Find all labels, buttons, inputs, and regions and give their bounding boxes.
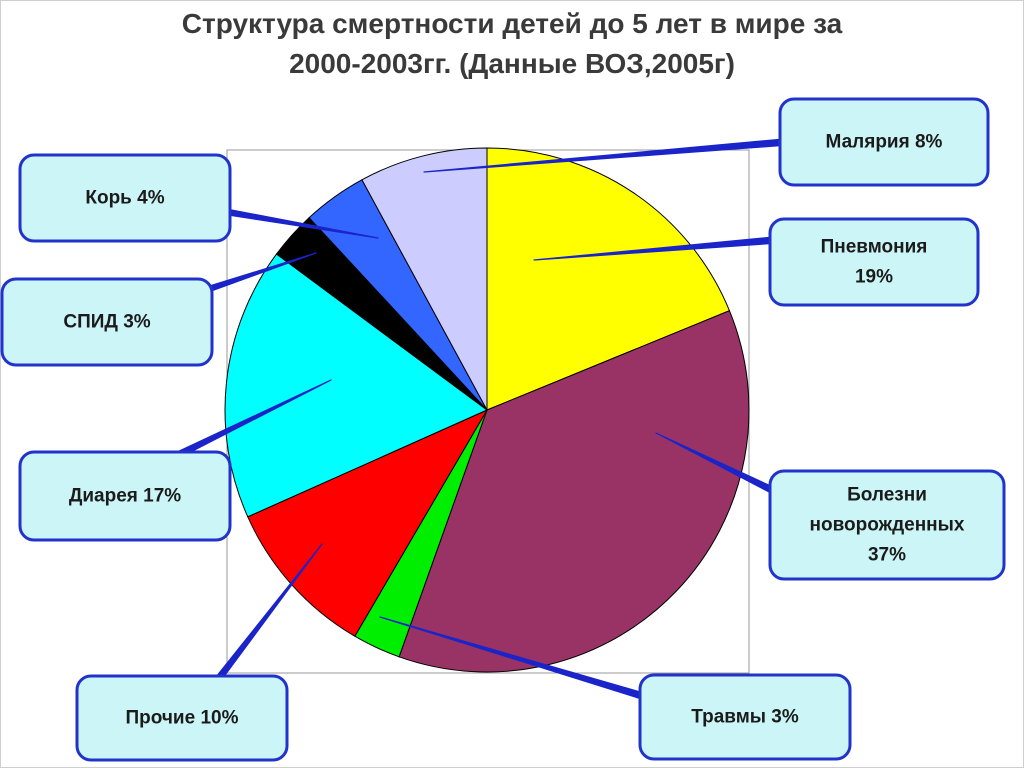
slice-label-aids-line-1: СПИД 3% xyxy=(63,312,150,333)
callout-injuries: Травмы 3% xyxy=(379,616,852,761)
slice-label-malaria-line-1: Малярия 8% xyxy=(826,132,943,153)
pie-slice-newborn xyxy=(398,310,750,673)
pie-slice-malaria xyxy=(361,147,488,411)
pie-slice-diarrhea xyxy=(224,253,488,518)
chart-title-line-2: 2000-2003гг. (Данные ВОЗ,2005г) xyxy=(289,48,735,79)
slice-label-pneumonia-line-2: 19% xyxy=(855,267,893,288)
callout-box-diarrhea xyxy=(18,450,232,542)
callout-pneumonia: Пневмония 19% xyxy=(533,217,980,307)
slice-label-diarrhea-line-1: Диарея 17% xyxy=(69,486,181,507)
slice-label-newborn-line-2: новорожденных xyxy=(810,515,965,536)
slice-label-injuries-line-1: Травмы 3% xyxy=(691,707,799,728)
callout-aids: СПИД 3% xyxy=(0,252,317,367)
callout-box-newborn xyxy=(768,469,1006,581)
callout-malaria: Малярия 8% xyxy=(423,97,990,187)
callouts: Пневмония 19% Болезни новорожденных 37% Травм… xyxy=(0,97,1006,762)
chart-title-line-1: Структура смертности детей до 5 лет в ми… xyxy=(181,8,843,39)
slice-label-other-line-1: Прочие 10% xyxy=(126,708,239,729)
callout-box-measles xyxy=(18,153,232,243)
callout-box-malaria xyxy=(778,97,990,187)
callout-measles: Корь 4% xyxy=(18,153,379,243)
slice-label-measles-line-1: Корь 4% xyxy=(85,188,164,209)
callout-diarrhea: Диарея 17% xyxy=(18,379,332,542)
slice-label-newborn-line-1: Болезни xyxy=(847,485,927,506)
callout-box-other xyxy=(75,674,289,762)
callout-other: Прочие 10% xyxy=(75,543,323,762)
slice-label-pneumonia-line-1: Пневмония xyxy=(821,237,928,258)
callout-box-aids xyxy=(0,277,214,367)
callout-box-injuries xyxy=(638,673,852,761)
callout-box-pneumonia xyxy=(768,217,980,307)
pie-slices xyxy=(224,147,750,673)
callout-newborn: Болезни новорожденных 37% xyxy=(655,432,1006,581)
slice-label-newborn-line-3: 37% xyxy=(868,545,906,566)
pie-slice-pneumonia xyxy=(486,147,731,411)
